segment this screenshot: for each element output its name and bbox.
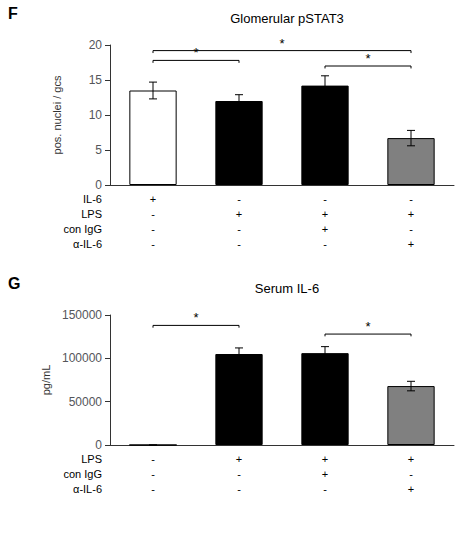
svg-text:-: -	[151, 468, 155, 480]
svg-text:con IgG: con IgG	[63, 223, 102, 235]
svg-text:α-IL-6: α-IL-6	[73, 483, 102, 495]
svg-text:-: -	[151, 453, 155, 465]
svg-text:IL-6: IL-6	[83, 193, 102, 205]
svg-text:*: *	[279, 36, 284, 51]
svg-text:-: -	[409, 468, 413, 480]
svg-text:*: *	[193, 310, 198, 325]
svg-text:-: -	[323, 238, 327, 250]
svg-text:F: F	[8, 5, 18, 22]
svg-text:Glomerular pSTAT3: Glomerular pSTAT3	[230, 11, 344, 26]
svg-text:con IgG: con IgG	[63, 468, 102, 480]
svg-text:+: +	[408, 453, 414, 465]
svg-text:0: 0	[95, 438, 102, 452]
svg-text:+: +	[322, 208, 328, 220]
svg-text:pos. nuclei / gcs: pos. nuclei / gcs	[51, 75, 63, 154]
svg-text:+: +	[322, 453, 328, 465]
svg-text:-: -	[237, 193, 241, 205]
svg-text:-: -	[151, 208, 155, 220]
svg-text:10: 10	[89, 108, 103, 122]
svg-text:-: -	[151, 483, 155, 495]
svg-text:-: -	[151, 238, 155, 250]
svg-text:20: 20	[89, 38, 103, 52]
svg-text:-: -	[409, 223, 413, 235]
svg-text:+: +	[408, 208, 414, 220]
svg-text:LPS: LPS	[81, 453, 102, 465]
svg-text:-: -	[409, 193, 413, 205]
svg-text:*: *	[365, 319, 370, 334]
svg-text:50000: 50000	[69, 395, 103, 409]
svg-text:-: -	[237, 223, 241, 235]
svg-text:-: -	[323, 193, 327, 205]
svg-text:-: -	[323, 483, 327, 495]
svg-text:G: G	[8, 275, 20, 292]
svg-text:LPS: LPS	[81, 208, 102, 220]
svg-text:*: *	[365, 51, 370, 66]
svg-text:5: 5	[95, 143, 102, 157]
svg-text:15: 15	[89, 73, 103, 87]
svg-text:-: -	[237, 468, 241, 480]
svg-text:-: -	[151, 223, 155, 235]
svg-text:+: +	[322, 468, 328, 480]
svg-text:-: -	[237, 238, 241, 250]
svg-text:0: 0	[95, 178, 102, 192]
svg-text:+: +	[408, 483, 414, 495]
svg-text:+: +	[236, 208, 242, 220]
svg-text:+: +	[408, 238, 414, 250]
svg-text:100000: 100000	[62, 351, 102, 365]
svg-text:α-IL-6: α-IL-6	[73, 238, 102, 250]
svg-text:+: +	[150, 193, 156, 205]
svg-text:150000: 150000	[62, 308, 102, 322]
svg-text:+: +	[322, 223, 328, 235]
svg-text:pg/mL: pg/mL	[40, 365, 52, 396]
svg-text:+: +	[236, 453, 242, 465]
svg-text:Serum IL-6: Serum IL-6	[255, 281, 319, 296]
svg-text:-: -	[237, 483, 241, 495]
svg-text:*: *	[193, 45, 198, 60]
